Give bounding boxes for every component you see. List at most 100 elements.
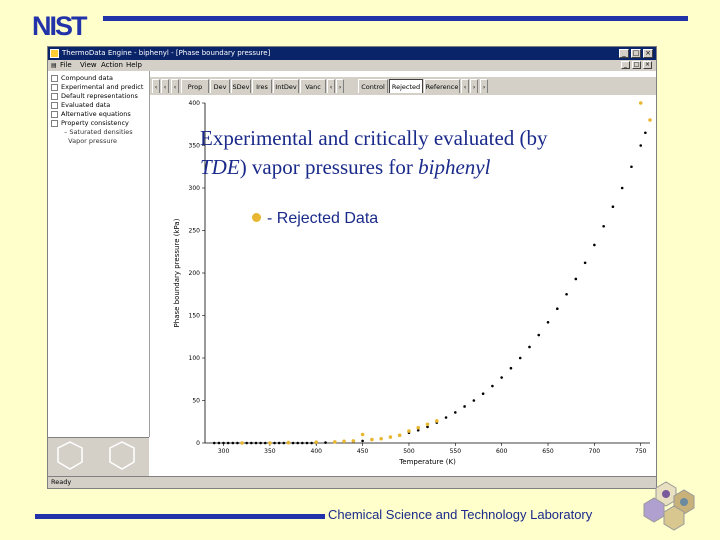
y-tick-label: 250	[189, 228, 201, 235]
y-tick-label: 350	[189, 143, 201, 150]
rejected-data-point	[351, 439, 356, 443]
menu-bar: ▤ File View Action Help _ □ ×	[48, 60, 656, 71]
tab-scroll-right-2[interactable]: ›	[470, 79, 478, 93]
x-tick-label: 350	[264, 448, 276, 455]
rejected-data-point	[240, 441, 244, 445]
expand-icon[interactable]	[51, 92, 58, 100]
legend: - Rejected Data	[252, 210, 378, 228]
tab-reference[interactable]: Reference	[424, 79, 460, 93]
tab-control[interactable]: Control	[358, 79, 388, 93]
legend-label: - Rejected Data	[267, 210, 379, 227]
expand-icon[interactable]	[51, 83, 58, 91]
minimize-icon[interactable]: _	[619, 49, 629, 58]
data-point	[226, 441, 230, 445]
structure-thumbnails	[48, 437, 149, 476]
x-tick-label: 450	[357, 448, 369, 455]
title-tde: TDE	[200, 155, 240, 179]
expand-icon[interactable]	[51, 119, 58, 127]
tab-strip: ‹ ‹ ‹ Prop Dev SDev Ires IntDev Vanc ‹ ›…	[150, 77, 656, 95]
data-point	[245, 441, 249, 445]
menu-action[interactable]: Action	[101, 61, 123, 69]
data-point	[416, 428, 420, 432]
title-line-1: Experimental and critically evaluated (b…	[200, 126, 548, 150]
expand-icon[interactable]	[51, 110, 58, 118]
data-point	[305, 441, 309, 445]
window-titlebar: ThermoData Engine - biphenyl - [Phase bo…	[48, 47, 656, 60]
child-minimize-icon[interactable]: _	[621, 61, 630, 69]
tab-intdev[interactable]: IntDev	[273, 79, 299, 93]
tab-scroll-right-3[interactable]: ›	[480, 79, 488, 93]
maximize-icon[interactable]: □	[631, 49, 641, 58]
menu-view[interactable]: View	[80, 61, 97, 69]
tree-item-default-representations[interactable]: Default representations	[51, 92, 138, 100]
tab-scroll-left-2[interactable]: ‹	[161, 79, 169, 93]
rejected-data-point	[638, 101, 643, 105]
data-point	[644, 131, 647, 135]
data-point	[263, 441, 267, 445]
menu-file[interactable]: File	[60, 61, 72, 69]
tab-scroll-left[interactable]: ‹	[152, 79, 160, 93]
expand-icon[interactable]	[51, 101, 58, 109]
x-tick-label: 500	[403, 448, 415, 455]
data-point	[444, 416, 448, 419]
tab-vanc[interactable]: Vanc	[300, 79, 326, 93]
lab-name: Chemical Science and Technology Laborato…	[328, 507, 593, 522]
close-icon[interactable]: ×	[643, 49, 653, 58]
tree-item-evaluated-data[interactable]: Evaluated data	[51, 101, 110, 109]
data-point	[291, 441, 295, 445]
rejected-dot-icon	[252, 213, 261, 222]
child-restore-icon[interactable]: □	[632, 61, 641, 69]
tab-prop[interactable]: Prop	[181, 79, 209, 93]
app-window: ThermoData Engine - biphenyl - [Phase bo…	[47, 46, 657, 489]
tab-scroll-left-5[interactable]: ‹	[461, 79, 469, 93]
data-point	[481, 392, 485, 396]
y-tick-label: 0	[196, 440, 200, 447]
header-rule	[103, 16, 688, 21]
tree-item-compound-data[interactable]: Compound data	[51, 74, 113, 82]
tab-scroll-right[interactable]: ›	[336, 79, 344, 93]
data-point	[212, 441, 216, 445]
data-point	[463, 405, 466, 408]
tab-dev[interactable]: Dev	[210, 79, 230, 93]
expand-icon[interactable]	[51, 74, 58, 82]
x-axis-label: Temperature (K)	[398, 458, 456, 466]
data-point	[250, 441, 253, 445]
tab-sdev[interactable]: SDev	[231, 79, 251, 93]
y-tick-label: 150	[189, 313, 201, 320]
rejected-data-point	[268, 441, 272, 445]
rejected-data-point	[370, 437, 374, 442]
rejected-data-point	[379, 436, 383, 441]
y-axis-label: Phase boundary pressure (kPa)	[173, 218, 181, 327]
rejected-data-point	[286, 440, 291, 445]
chart-svg: 300 350 400 450 500 550 600 650 700 750 0 50 100 150 2…	[173, 100, 652, 466]
footer-rule	[35, 514, 325, 519]
tree-item-vapor-pressure[interactable]: Vapor pressure	[68, 137, 117, 145]
title-compound: biphenyl	[418, 155, 491, 179]
menu-help[interactable]: Help	[126, 61, 142, 69]
window-title: ThermoData Engine - biphenyl - [Phase bo…	[62, 49, 271, 57]
data-point	[472, 399, 476, 402]
data-point	[602, 224, 605, 228]
rejected-data-point	[360, 432, 365, 437]
tab-scroll-left-3[interactable]: ‹	[171, 79, 179, 93]
data-point	[518, 356, 522, 360]
data-point	[555, 307, 559, 310]
tree-item-experimental[interactable]: Experimental and predict	[51, 83, 143, 91]
data-point	[217, 441, 221, 445]
tree-item-saturated-densities[interactable]: – Saturated densities	[64, 128, 133, 136]
tab-rejected[interactable]: Rejected	[389, 79, 423, 93]
tab-scroll-left-4[interactable]: ‹	[327, 79, 335, 93]
data-point	[454, 411, 457, 414]
x-tick-label: 550	[450, 448, 462, 455]
data-point	[611, 205, 615, 208]
biphenyl-structure-icons	[57, 441, 135, 470]
tab-ires[interactable]: Ires	[252, 79, 272, 93]
tree-item-property-consistency[interactable]: Property consistency	[51, 119, 129, 127]
data-point	[296, 441, 300, 445]
menu-doc-icon: ▤	[51, 62, 57, 69]
tree-item-alternative-equations[interactable]: Alternative equations	[51, 110, 131, 118]
rejected-data-point	[397, 433, 402, 438]
x-tick-label: 300	[218, 448, 230, 455]
svg-text:NIST: NIST	[32, 12, 88, 38]
child-close-icon[interactable]: ×	[643, 61, 652, 69]
